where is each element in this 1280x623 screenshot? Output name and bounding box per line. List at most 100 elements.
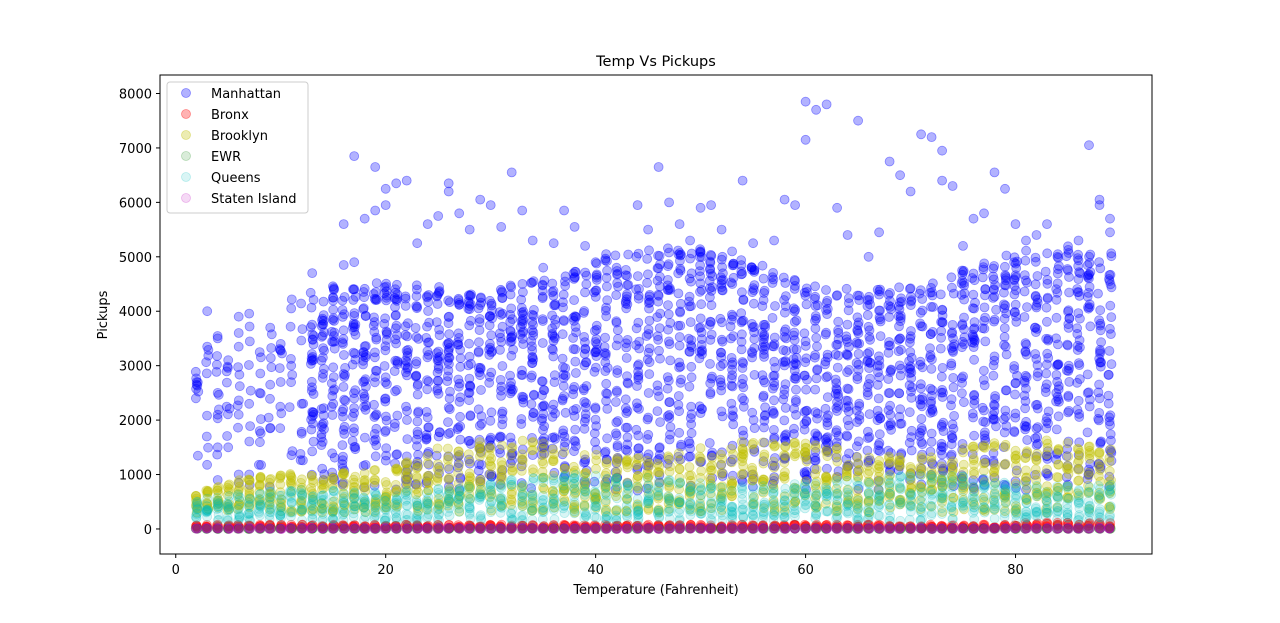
data-point: [265, 322, 276, 333]
data-point: [631, 340, 641, 351]
data-point: [359, 292, 370, 303]
data-point: [780, 307, 790, 318]
data-point: [791, 384, 801, 395]
data-point: [275, 377, 286, 387]
data-point: [557, 353, 568, 364]
data-point: [747, 352, 757, 363]
data-point: [390, 294, 401, 305]
data-point: [212, 475, 223, 485]
data-point: [612, 465, 623, 476]
data-point: [411, 301, 422, 311]
data-point: [380, 496, 390, 507]
data-point: [1019, 390, 1030, 401]
data-point: [474, 441, 485, 452]
data-point: [349, 348, 360, 359]
data-point: [811, 313, 821, 324]
data-point: [579, 360, 590, 371]
data-point: [329, 452, 340, 463]
data-point: [779, 457, 790, 468]
data-point: [558, 289, 569, 300]
data-point: [255, 414, 266, 425]
data-point: [686, 361, 697, 372]
data-point: [737, 329, 747, 340]
data-point: [413, 449, 424, 460]
data-point: [274, 490, 285, 501]
data-point: [811, 104, 821, 115]
data-point: [517, 435, 528, 446]
data-point: [654, 391, 664, 402]
data-point: [579, 507, 590, 518]
data-point: [329, 315, 340, 326]
data-point: [233, 395, 244, 406]
data-point: [1106, 251, 1117, 262]
data-point: [391, 320, 402, 331]
data-point: [369, 480, 380, 491]
data-point: [371, 294, 382, 304]
data-point: [412, 389, 423, 400]
data-point: [380, 341, 391, 352]
data-point: [581, 270, 592, 281]
data-point: [434, 330, 445, 341]
data-point: [833, 325, 843, 336]
data-point: [370, 205, 381, 216]
data-point: [327, 391, 338, 401]
data-point: [1093, 288, 1103, 299]
data-point: [253, 459, 264, 470]
data-point: [653, 290, 664, 301]
data-point: [432, 383, 443, 394]
data-point: [400, 360, 411, 371]
data-point: [505, 316, 516, 327]
data-point: [401, 466, 412, 477]
data-point: [328, 385, 339, 396]
data-point: [1022, 447, 1032, 458]
data-point: [611, 290, 622, 301]
data-point: [946, 400, 956, 411]
data-point: [549, 377, 560, 388]
data-point: [442, 371, 453, 382]
data-point: [192, 498, 203, 509]
data-point: [1053, 459, 1064, 470]
data-point: [1063, 265, 1073, 276]
data-point: [255, 501, 266, 512]
data-point: [718, 358, 728, 369]
data-point: [790, 451, 800, 462]
data-point: [695, 453, 706, 464]
data-point: [904, 368, 915, 379]
data-point: [854, 401, 865, 412]
data-point: [571, 368, 581, 378]
data-point: [768, 383, 778, 394]
data-point: [411, 284, 422, 295]
data-point: [978, 442, 989, 453]
chart-title: Temp Vs Pickups: [595, 54, 716, 70]
data-point: [264, 495, 275, 506]
data-point: [369, 513, 380, 524]
data-point: [380, 377, 391, 388]
data-point: [464, 373, 475, 384]
data-point: [550, 433, 561, 444]
data-point: [423, 447, 434, 457]
data-point: [1085, 321, 1096, 332]
data-point: [254, 426, 265, 436]
data-point: [360, 352, 371, 363]
data-point: [495, 431, 506, 442]
data-point: [707, 282, 718, 293]
data-point: [737, 425, 748, 436]
data-point: [327, 467, 338, 478]
data-point: [769, 473, 779, 484]
data-point: [506, 167, 517, 178]
data-point: [212, 351, 223, 361]
data-point: [359, 482, 370, 493]
data-point: [221, 401, 232, 412]
data-point: [317, 436, 328, 447]
data-point: [695, 202, 706, 213]
data-point: [474, 367, 485, 378]
data-point: [255, 472, 266, 483]
data-point: [767, 341, 778, 352]
data-point: [411, 332, 422, 342]
data-point: [1063, 319, 1074, 330]
data-point: [938, 426, 949, 437]
data-point: [296, 335, 307, 346]
data-point: [308, 354, 319, 365]
data-point: [349, 393, 360, 404]
data-point: [222, 361, 233, 372]
